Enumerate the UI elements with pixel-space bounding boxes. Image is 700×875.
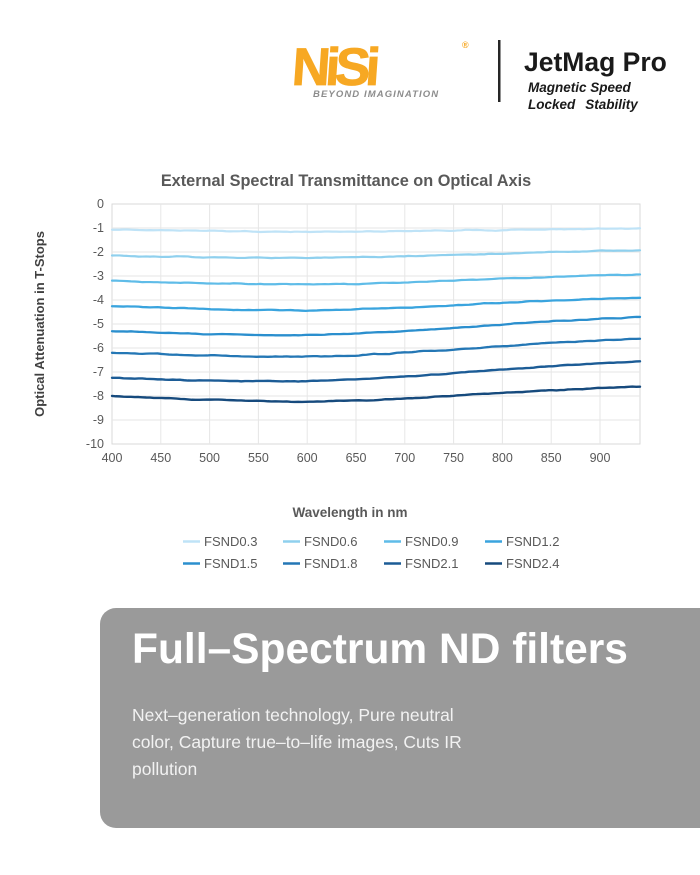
svg-text:-9: -9	[93, 413, 104, 427]
svg-text:850: 850	[541, 451, 562, 465]
svg-text:FSND1.5: FSND1.5	[204, 556, 257, 571]
svg-text:700: 700	[394, 451, 415, 465]
svg-text:FSND1.8: FSND1.8	[304, 556, 357, 571]
svg-text:550: 550	[248, 451, 269, 465]
svg-text:-8: -8	[93, 389, 104, 403]
svg-text:400: 400	[102, 451, 123, 465]
svg-text:-4: -4	[93, 293, 104, 307]
svg-text:-6: -6	[93, 341, 104, 355]
svg-text:800: 800	[492, 451, 513, 465]
svg-text:-1: -1	[93, 221, 104, 235]
svg-text:FSND2.4: FSND2.4	[506, 556, 559, 571]
svg-text:FSND0.6: FSND0.6	[304, 534, 357, 549]
svg-text:900: 900	[590, 451, 611, 465]
svg-text:-2: -2	[93, 245, 104, 259]
svg-text:FSND1.2: FSND1.2	[506, 534, 559, 549]
svg-text:500: 500	[199, 451, 220, 465]
svg-text:450: 450	[150, 451, 171, 465]
svg-text:600: 600	[297, 451, 318, 465]
svg-text:-5: -5	[93, 317, 104, 331]
svg-text:-10: -10	[86, 437, 104, 451]
svg-text:FSND2.1: FSND2.1	[405, 556, 458, 571]
svg-text:650: 650	[346, 451, 367, 465]
svg-text:750: 750	[443, 451, 464, 465]
svg-text:Optical Attenuation in T-Stops: Optical Attenuation in T-Stops	[32, 231, 47, 417]
svg-text:FSND0.9: FSND0.9	[405, 534, 458, 549]
svg-text:External Spectral Transmittanc: External Spectral Transmittance on Optic…	[161, 172, 531, 190]
svg-text:Wavelength in nm: Wavelength in nm	[292, 505, 407, 520]
svg-text:0: 0	[97, 197, 104, 211]
svg-text:-7: -7	[93, 365, 104, 379]
svg-text:-3: -3	[93, 269, 104, 283]
svg-text:FSND0.3: FSND0.3	[204, 534, 257, 549]
